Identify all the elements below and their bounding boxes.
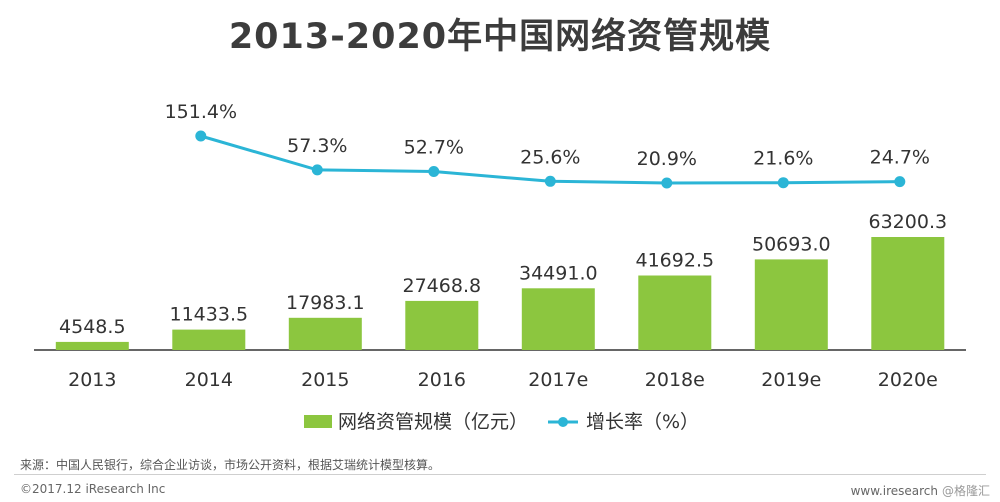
- growth-line-layer: 151.4% 57.3% 52.7% 25.6% 20.9% 21.6% 24.7%: [165, 101, 930, 189]
- bar-value-label-2017e: 34491.0: [519, 262, 598, 284]
- bar-2020e: [871, 237, 945, 350]
- bar-value-label-2016: 27468.8: [403, 275, 482, 297]
- legend: 网络资管规模（亿元） 增长率（%）: [304, 411, 699, 433]
- x-tick-2020e: 2020e: [878, 369, 938, 391]
- growth-label-2016: 52.7%: [404, 137, 464, 159]
- bars-layer: 4548.5 11433.5 17983.1 27468.8 34491.0 41692.…: [55, 211, 948, 350]
- bar-2013: [55, 341, 129, 350]
- legend-line-marker: [558, 417, 568, 427]
- x-tick-labels: 2013 2014 2015 2016 2017e 2018e 2019e 2020e: [68, 369, 938, 391]
- bar-2018e: [638, 275, 712, 350]
- website-footer: www.iresearch @格隆汇: [851, 482, 990, 499]
- growth-point-2015: [311, 164, 323, 176]
- x-tick-2018e: 2018e: [645, 369, 705, 391]
- growth-point-2017e: [544, 175, 556, 187]
- bar-value-label-2014: 11433.5: [170, 304, 249, 326]
- legend-line-label: 增长率（%）: [586, 411, 699, 433]
- legend-bar-label: 网络资管规模（亿元）: [338, 411, 528, 433]
- x-tick-2019e: 2019e: [761, 369, 821, 391]
- bar-value-label-2015: 17983.1: [286, 292, 365, 314]
- x-tick-2017e: 2017e: [528, 369, 588, 391]
- x-tick-2013: 2013: [68, 369, 116, 391]
- growth-point-2020e: [894, 176, 906, 188]
- bar-value-label-2019e: 50693.0: [752, 233, 831, 255]
- bar-2016: [405, 300, 479, 350]
- growth-point-2014: [195, 130, 207, 142]
- bar-value-label-2013: 4548.5: [59, 316, 125, 338]
- growth-label-2015: 57.3%: [287, 135, 347, 157]
- x-tick-2015: 2015: [301, 369, 349, 391]
- x-tick-2014: 2014: [185, 369, 233, 391]
- bar-2015: [288, 317, 362, 350]
- bar-2014: [172, 329, 246, 350]
- growth-label-2020e: 24.7%: [870, 147, 930, 169]
- copyright: ©2017.12 iResearch Inc: [20, 482, 166, 496]
- source-note: 来源：中国人民银行，综合企业访谈，市场公开资料，根据艾瑞统计模型核算。: [20, 458, 441, 472]
- website-url: www.iresearch: [850, 484, 938, 498]
- growth-point-2019e: [777, 177, 789, 189]
- bar-2017e: [521, 288, 595, 350]
- growth-label-2017e: 25.6%: [520, 146, 580, 168]
- bar-2019e: [754, 259, 828, 350]
- chart-area: 4548.5 11433.5 17983.1 27468.8 34491.0 41692.…: [34, 101, 966, 433]
- growth-label-2019e: 21.6%: [753, 148, 813, 170]
- chart-title: 2013-2020年中国网络资管规模: [228, 17, 772, 57]
- bar-value-label-2018e: 41692.5: [636, 250, 715, 272]
- growth-point-2016: [428, 166, 440, 177]
- footer-divider: [14, 474, 986, 475]
- legend-bar-swatch: [304, 415, 332, 428]
- watermark: @格隆汇: [941, 484, 990, 498]
- growth-label-2018e: 20.9%: [637, 148, 697, 170]
- x-tick-2016: 2016: [418, 369, 466, 391]
- bar-value-label-2020e: 63200.3: [869, 211, 948, 233]
- growth-label-2014: 151.4%: [165, 101, 237, 123]
- growth-point-2018e: [661, 177, 673, 189]
